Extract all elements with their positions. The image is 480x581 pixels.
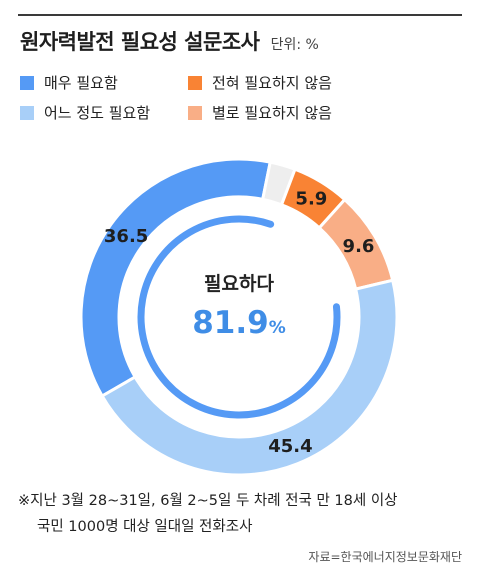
center-value: 81.9% bbox=[192, 305, 286, 341]
data-label: 36.5 bbox=[104, 226, 148, 247]
title-row: 원자력발전 필요성 설문조사 단위: % bbox=[20, 26, 319, 56]
data-label: 45.4 bbox=[268, 436, 312, 457]
legend-item-very-needed: 매우 필요함 bbox=[20, 72, 118, 93]
center-value-unit: % bbox=[269, 318, 286, 338]
legend-item-not-really: 별로 필요하지 않음 bbox=[188, 102, 332, 123]
donut-segment bbox=[100, 278, 399, 477]
footnote-line-1: ※지난 3월 28~31일, 6월 2~5일 두 차례 전국 만 18세 이상 bbox=[18, 493, 398, 509]
footnote: ※지난 3월 28~31일, 6월 2~5일 두 차례 전국 만 18세 이상 … bbox=[18, 488, 398, 540]
data-labels: 36.5 5.9 9.6 45.4 bbox=[104, 188, 375, 457]
legend-swatch bbox=[20, 75, 34, 90]
center-value-number: 81.9 bbox=[192, 305, 269, 341]
legend-item-somewhat-needed: 어느 정도 필요함 bbox=[20, 102, 150, 123]
legend-swatch bbox=[188, 105, 202, 120]
inner-progress-arc bbox=[137, 215, 341, 419]
legend-item-not-at-all: 전혀 필요하지 않음 bbox=[188, 72, 332, 93]
unit-label: 단위: % bbox=[270, 37, 319, 53]
legend-label: 어느 정도 필요함 bbox=[44, 104, 151, 122]
footnote-line-2: 국민 1000명 대상 일대일 전화조사 bbox=[37, 519, 253, 535]
legend-label: 매우 필요함 bbox=[44, 74, 118, 92]
legend-label: 전혀 필요하지 않음 bbox=[212, 74, 332, 92]
top-rule bbox=[18, 14, 462, 16]
chart-title: 원자력발전 필요성 설문조사 bbox=[20, 30, 260, 54]
data-label: 5.9 bbox=[295, 188, 327, 209]
center-label: 필요하다 bbox=[204, 273, 274, 295]
donut-segments bbox=[79, 157, 399, 477]
data-label: 9.6 bbox=[343, 236, 375, 257]
legend-swatch bbox=[188, 75, 202, 90]
legend-label: 별로 필요하지 않음 bbox=[212, 104, 332, 122]
legend-swatch bbox=[20, 105, 34, 120]
source-credit: 자료=한국에너지정보문화재단 bbox=[308, 550, 462, 564]
